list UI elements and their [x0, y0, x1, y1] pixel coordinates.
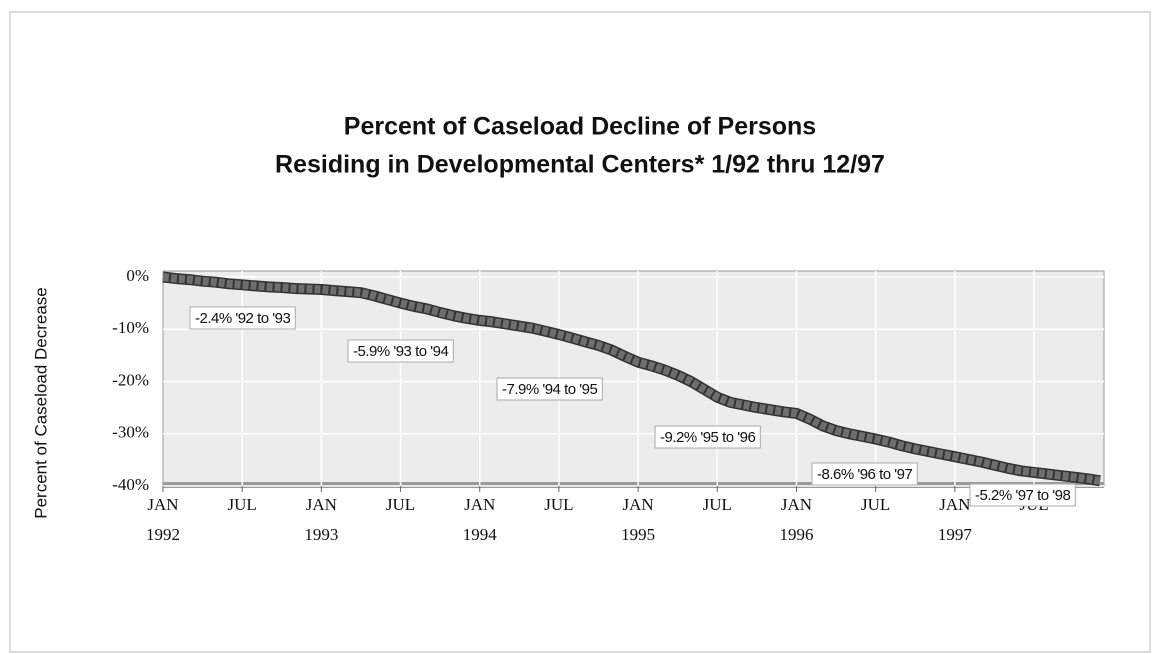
x-tick-label: JUL	[861, 495, 890, 514]
annotation-box	[189, 306, 296, 330]
y-tick-label: 0%	[126, 266, 149, 285]
annotation-box	[347, 339, 454, 363]
x-tick-label: JAN 1997	[938, 495, 973, 544]
line	[162, 273, 1101, 485]
x-tick-label: JAN 1993	[304, 495, 338, 544]
annotation: -9.2% '95 to '96	[660, 429, 755, 446]
x-tick-label: JAN 1995	[621, 495, 655, 544]
chart-title: Residing in Developmental Centers* 1/92 …	[275, 151, 885, 179]
annotation: -2.4% '92 to '93	[195, 310, 290, 327]
y-axis-label: Percent of Caseload Decrease	[31, 287, 50, 519]
y-tick-label: -10%	[112, 318, 149, 337]
x-tick-label: JUL	[703, 495, 732, 514]
annotation: -7.9% '94 to '95	[502, 381, 597, 398]
annotation: -5.9% '93 to '94	[353, 343, 448, 360]
annotation-box	[654, 425, 761, 449]
y-tick-label: -30%	[112, 423, 149, 442]
y-tick-label: -40%	[112, 475, 149, 494]
x-tick-label: JAN 1992	[146, 495, 180, 544]
x-tick-label: JUL	[544, 495, 573, 514]
annotation: -5.2% '97 to '98	[975, 487, 1070, 504]
annotation-box	[496, 377, 603, 401]
annotation-box	[969, 483, 1076, 507]
x-tick-label: JAN 1996	[779, 495, 813, 544]
x-tick-label: JUL	[386, 495, 415, 514]
floor	[163, 482, 1104, 488]
annotation: -8.6% '96 to '97	[817, 466, 912, 483]
chart-title: Percent of Caseload Decline of Persons	[344, 113, 816, 141]
y-tick-label: -20%	[112, 370, 149, 389]
x-tick-label: JAN 1994	[463, 495, 498, 544]
x-tick-label: JUL	[228, 495, 257, 514]
annotation-box	[811, 462, 918, 486]
frame	[9, 11, 1151, 653]
